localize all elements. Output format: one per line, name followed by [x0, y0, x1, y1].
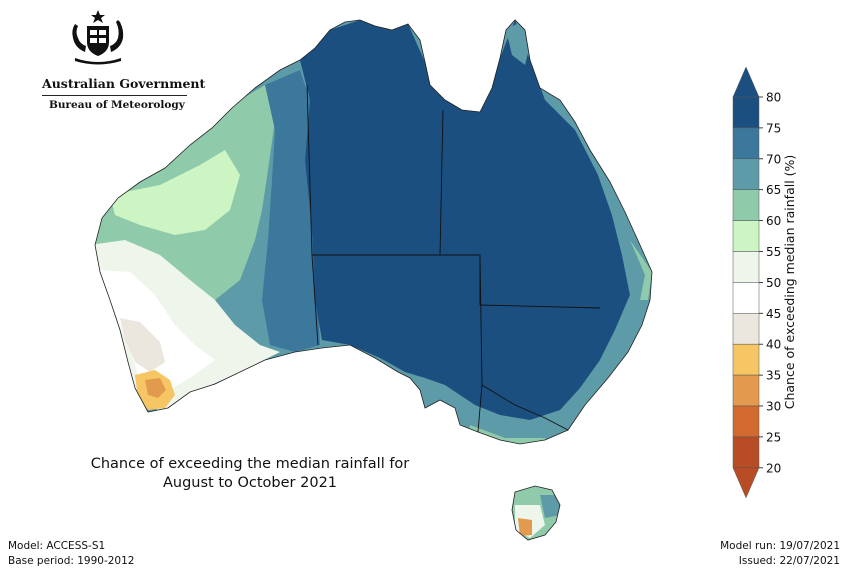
legend-band-40-45 — [732, 313, 760, 345]
legend-tick-label: 75 — [766, 121, 781, 135]
legend-tick-label: 80 — [766, 91, 781, 105]
legend-band-20-25 — [732, 436, 760, 469]
coat-of-arms-icon — [72, 10, 124, 65]
legend-band-50-55 — [732, 251, 760, 283]
state-borders — [306, 84, 601, 433]
legend-tick-label: 25 — [766, 430, 781, 444]
organisation-name: Australian Government — [42, 76, 205, 96]
model-run-label: Model run: 19/07/2021 — [720, 540, 840, 552]
legend-band-45-50 — [732, 282, 760, 314]
legend-band-55-60 — [732, 220, 760, 252]
legend-bands — [732, 66, 760, 499]
issued-label: Issued: 22/07/2021 — [738, 555, 840, 567]
agency-name: Bureau of Meteorology — [49, 99, 185, 111]
legend-arrow-bottom — [732, 467, 760, 499]
legend-tick-label: 30 — [766, 400, 781, 414]
map-title: Chance of exceeding the median rainfall … — [40, 455, 460, 493]
legend-tick-label: 50 — [766, 276, 781, 290]
legend-tick-label: 70 — [766, 152, 781, 166]
legend-tick-label: 20 — [766, 461, 781, 475]
legend-tick-label: 35 — [766, 369, 781, 383]
government-logo: Australian Government Bureau of Meteorol… — [18, 8, 205, 111]
legend-arrow-top — [732, 66, 760, 98]
legend-band-35-40 — [732, 343, 760, 376]
legend-band-25-30 — [732, 405, 760, 438]
base-period-label: Base period: 1990-2012 — [8, 555, 135, 567]
map-title-line-1: Chance of exceeding the median rainfall … — [90, 456, 410, 472]
legend-band-65-70 — [732, 158, 760, 190]
legend-tick-label: 60 — [766, 214, 781, 228]
legend-band-75-80 — [732, 96, 760, 129]
legend-ticks: 80 75 70 65 60 55 50 45 40 35 30 25 20 — [759, 91, 781, 475]
legend-tick-label: 45 — [766, 307, 781, 321]
map-title-line-2: August to October 2021 — [162, 475, 338, 491]
model-label: Model: ACCESS-S1 — [8, 540, 106, 552]
legend-title: Chance of exceeding median rainfall (%) — [782, 155, 797, 410]
legend-band-70-75 — [732, 127, 760, 160]
legend-tick-label: 40 — [766, 338, 781, 352]
legend-band-30-35 — [732, 374, 760, 407]
legend-tick-label: 65 — [766, 183, 781, 197]
legend-tick-label: 55 — [766, 245, 781, 259]
legend-band-60-65 — [732, 189, 760, 221]
